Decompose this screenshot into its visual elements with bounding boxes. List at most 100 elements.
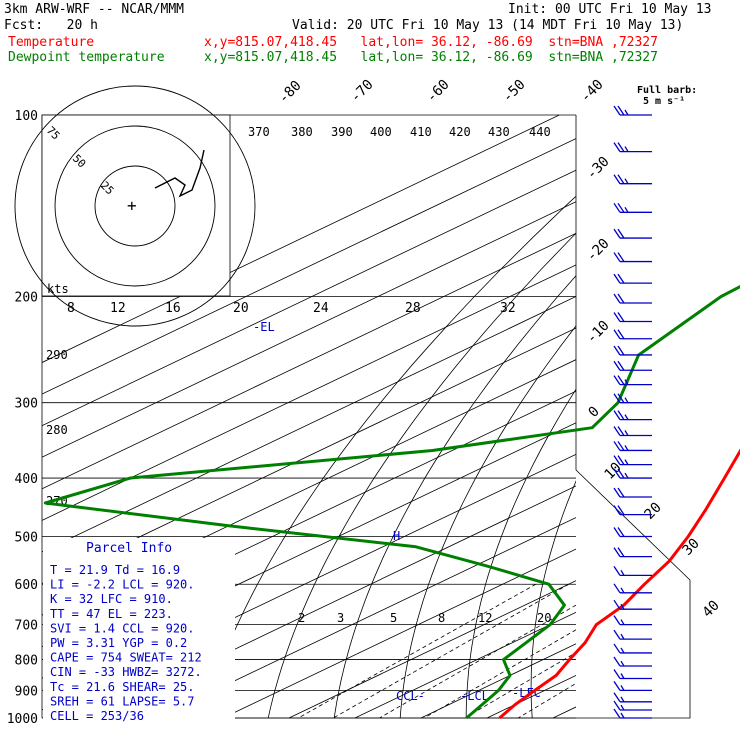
mixing-ratio-label: 5 bbox=[390, 611, 397, 625]
isotherm-label: 20 bbox=[642, 500, 665, 523]
wind-barb bbox=[613, 345, 652, 356]
isotherm-line bbox=[42, 264, 576, 521]
forecast-hour: Fcst: 20 h bbox=[4, 18, 98, 33]
mixing-ratio-line bbox=[379, 604, 576, 718]
pressure-label-800: 800 bbox=[15, 654, 38, 669]
wind-barb bbox=[613, 708, 652, 719]
isotherm-line bbox=[552, 706, 576, 718]
parcel-info-row: LI = -2.2 LCL = 920. bbox=[50, 578, 195, 592]
mixing-ratio-label: 8 bbox=[438, 611, 445, 625]
dry-adiabat-line bbox=[655, 115, 740, 718]
pressure-label-900: 900 bbox=[15, 684, 38, 699]
isotherm-label: 10 bbox=[602, 460, 625, 483]
top-scale-label: 410 bbox=[410, 125, 432, 139]
parcel-info-row: CIN = -33 HWBZ= 3272. bbox=[50, 665, 202, 679]
pressure-label-100: 100 bbox=[15, 109, 38, 124]
hodograph-speed-label: 8 bbox=[67, 301, 75, 316]
dry-adiabat-line bbox=[399, 325, 576, 718]
wind-barb bbox=[613, 565, 652, 576]
wind-barb bbox=[613, 360, 652, 371]
hodograph-ring bbox=[54, 125, 216, 287]
hodograph-speed-label: 32 bbox=[500, 301, 516, 316]
isotherm-line bbox=[156, 517, 576, 718]
wind-barb bbox=[613, 202, 652, 213]
hodograph-speed-label: 20 bbox=[233, 301, 249, 316]
isotherm-label: -50 bbox=[500, 77, 529, 106]
top-scale-label: 440 bbox=[529, 125, 551, 139]
wind-barb bbox=[613, 681, 652, 692]
hodograph-speed-label: 24 bbox=[313, 301, 329, 316]
hodograph-speed-label: 12 bbox=[110, 301, 126, 316]
temperature-label: Temperature bbox=[8, 35, 95, 50]
wind-barb bbox=[613, 441, 652, 452]
dry-adiabat-line bbox=[465, 388, 576, 718]
mixing-ratio-label: 12 bbox=[478, 611, 492, 625]
wind-barb bbox=[613, 375, 652, 386]
isotherm-line bbox=[90, 485, 576, 718]
barb-legend: Full barb: 5 m s⁻¹ bbox=[637, 85, 697, 107]
parcel-info-row: SVI = 1.4 CCL = 920. bbox=[50, 621, 195, 635]
dry-adiabat-line bbox=[267, 232, 576, 718]
wind-barb bbox=[613, 547, 652, 558]
isotherm-line bbox=[42, 296, 576, 553]
parcel-info-title: Parcel Info bbox=[86, 541, 172, 556]
top-scale-label: 420 bbox=[449, 125, 471, 139]
wind-barb bbox=[613, 643, 652, 654]
isotherm-line bbox=[42, 232, 576, 490]
wind-barb bbox=[613, 312, 652, 323]
dewpoint-line bbox=[43, 285, 740, 720]
parcel-info-row: CAPE = 754 SWEAT= 212 bbox=[50, 651, 202, 665]
wind-barb bbox=[613, 583, 652, 594]
isotherm-label: 40 bbox=[700, 598, 723, 621]
hodograph-ring bbox=[94, 165, 176, 247]
isotherm-line bbox=[354, 611, 576, 718]
isotherm-label: -80 bbox=[276, 78, 305, 107]
dry-adiabat-line bbox=[714, 115, 740, 718]
wind-barb bbox=[613, 527, 652, 538]
wind-barb bbox=[613, 293, 652, 304]
wind-barb bbox=[613, 228, 652, 239]
parcel-info-row: PW = 3.31 YGP = 0.2 bbox=[50, 636, 187, 650]
hodograph-center-cross: + bbox=[127, 196, 137, 215]
mixing-ratio-line bbox=[333, 583, 570, 718]
isotherm-label: -60 bbox=[424, 77, 453, 106]
model-title: 3km ARW-WRF -- NCAR/MMM bbox=[4, 2, 185, 17]
top-scale-label: 430 bbox=[488, 125, 510, 139]
wind-barb bbox=[613, 410, 652, 421]
wind-barb bbox=[613, 142, 652, 153]
mixing-ratio-label: 3 bbox=[337, 611, 344, 625]
top-scale-label: 400 bbox=[370, 125, 392, 139]
plot-frame-edge bbox=[42, 469, 691, 719]
mixing-ratio-line bbox=[517, 682, 576, 718]
wind-barbs bbox=[613, 105, 652, 719]
dewpoint-location: x,y=815.07,418.45 lat,lon= 36.12, -86.69… bbox=[204, 50, 658, 65]
parcel-info-panel: Parcel Info T = 21.9 Td = 16.9LI = -2.2 … bbox=[43, 538, 235, 723]
hodograph-units: kts bbox=[47, 282, 69, 296]
isotherm-label: -10 bbox=[584, 318, 613, 347]
isotherm-line bbox=[288, 580, 576, 718]
isotherm-line bbox=[42, 169, 576, 427]
pressure-label-400: 400 bbox=[15, 472, 38, 487]
wind-barb bbox=[613, 174, 652, 185]
wind-barb bbox=[613, 505, 652, 516]
top-scale-label: 390 bbox=[331, 125, 353, 139]
marker-h: H bbox=[393, 529, 400, 543]
isotherm-label: -70 bbox=[348, 77, 377, 106]
wind-barb bbox=[613, 273, 652, 284]
hodograph-speed-label: 16 bbox=[165, 301, 181, 316]
parcel-info-row: SREH = 61 LAPSE= 5.7 bbox=[50, 694, 195, 708]
isotherm-line bbox=[42, 359, 576, 616]
pressure-label-300: 300 bbox=[15, 397, 38, 412]
top-scale-label: 370 bbox=[248, 125, 270, 139]
dewpoint-label: Dewpoint temperature bbox=[8, 50, 165, 65]
wind-barb bbox=[613, 455, 652, 466]
pressure-label-500: 500 bbox=[15, 530, 38, 545]
wind-barb bbox=[613, 426, 652, 437]
wind-barb bbox=[613, 669, 652, 680]
isotherm-line bbox=[486, 674, 576, 718]
pressure-label-600: 600 bbox=[15, 578, 38, 593]
wind-barb bbox=[613, 629, 652, 640]
parcel-info-row: CELL = 253/36 bbox=[50, 709, 144, 723]
